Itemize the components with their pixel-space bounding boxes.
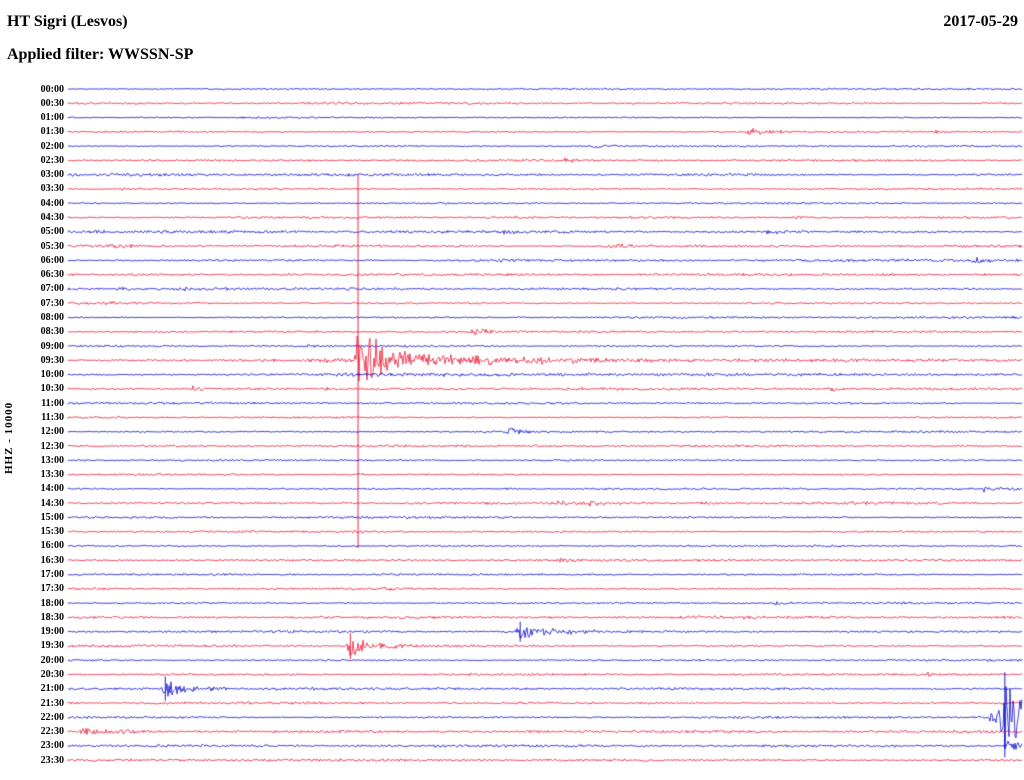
row-time-label: 21:00 <box>40 683 64 695</box>
row-time-label: 23:30 <box>40 754 64 766</box>
row-time-label: 21:30 <box>40 697 64 709</box>
row-time-label: 20:00 <box>40 654 64 666</box>
row-time-label: 16:30 <box>40 554 64 566</box>
row-time-label: 11:00 <box>41 397 64 409</box>
row-time-label: 12:30 <box>40 440 64 452</box>
row-time-label: 08:30 <box>40 326 64 338</box>
row-time-label: 10:30 <box>40 383 64 395</box>
row-time-label: 15:00 <box>40 511 64 523</box>
row-time-label: 19:30 <box>40 640 64 652</box>
row-time-label: 17:00 <box>40 569 64 581</box>
row-time-label: 13:00 <box>40 454 64 466</box>
row-time-label: 02:30 <box>40 154 64 166</box>
row-time-label: 20:30 <box>40 668 64 680</box>
row-time-label: 01:30 <box>40 126 64 138</box>
row-time-label: 22:00 <box>40 711 64 723</box>
row-time-label: 14:00 <box>40 483 64 495</box>
plot-date: 2017-05-29 <box>943 13 1018 30</box>
filter-label: Applied filter: WWSSN-SP <box>7 46 194 63</box>
row-time-label: 09:30 <box>40 354 64 366</box>
row-time-label: 06:00 <box>40 254 64 266</box>
row-time-label: 22:30 <box>40 726 64 738</box>
row-time-label: 23:00 <box>40 740 64 752</box>
row-time-label: 07:30 <box>40 297 64 309</box>
row-time-label: 17:30 <box>40 583 64 595</box>
row-time-label: 03:00 <box>40 169 64 181</box>
row-time-label: 05:30 <box>40 240 64 252</box>
row-time-label: 00:30 <box>40 97 64 109</box>
row-time-label: 00:00 <box>40 83 64 95</box>
row-time-label: 04:00 <box>40 197 64 209</box>
row-time-label: 07:00 <box>40 283 64 295</box>
row-time-label: 19:00 <box>40 626 64 638</box>
row-time-label: 18:30 <box>40 611 64 623</box>
row-time-label: 06:30 <box>40 269 64 281</box>
station-title: HT Sigri (Lesvos) <box>7 13 128 30</box>
row-time-label: 13:30 <box>40 469 64 481</box>
row-time-label: 10:00 <box>40 369 64 381</box>
row-time-label: 01:00 <box>40 112 64 124</box>
row-time-label: 04:30 <box>40 212 64 224</box>
row-time-label: 11:30 <box>41 411 64 423</box>
row-time-label: 12:00 <box>40 426 64 438</box>
row-time-label: 16:00 <box>40 540 64 552</box>
row-time-label: 15:30 <box>40 526 64 538</box>
row-time-label: 09:00 <box>40 340 64 352</box>
row-time-label: 02:00 <box>40 140 64 152</box>
row-time-label: 03:30 <box>40 183 64 195</box>
row-time-label: 08:00 <box>40 311 64 323</box>
row-time-label: 18:00 <box>40 597 64 609</box>
row-time-label: 05:00 <box>40 226 64 238</box>
row-time-label: 14:30 <box>40 497 64 509</box>
